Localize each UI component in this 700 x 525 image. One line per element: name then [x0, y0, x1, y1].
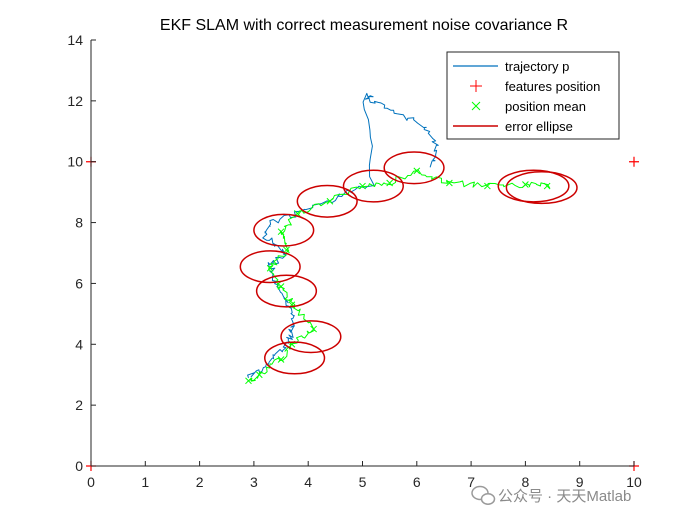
- x-tick-label: 5: [359, 474, 367, 490]
- error-ellipse: [253, 213, 315, 247]
- x-tick-label: 0: [87, 474, 95, 490]
- x-tick-label: 8: [522, 474, 530, 490]
- feature-marker: [629, 156, 639, 167]
- position-mean-marker: [543, 182, 551, 190]
- y-tick-label: 0: [75, 458, 83, 474]
- position-mean-marker: [326, 197, 334, 205]
- position-mean-marker: [359, 182, 366, 190]
- position-mean-marker: [255, 371, 263, 379]
- y-tick-label: 12: [67, 93, 83, 109]
- legend-label-features: features position: [505, 79, 600, 94]
- plot-area: [86, 92, 639, 471]
- position-mean-marker: [522, 181, 529, 188]
- position-mean-marker: [413, 167, 421, 175]
- legend-label-trajectory: trajectory p: [505, 59, 569, 74]
- x-tick-label: 2: [196, 474, 204, 490]
- y-tick-label: 8: [75, 215, 83, 231]
- x-tick-label: 10: [626, 474, 642, 490]
- position-mean-marker: [283, 246, 290, 254]
- error-ellipse: [264, 341, 326, 375]
- watermark-text: 公众号 · 天天Matlab: [498, 488, 631, 505]
- legend-label-ellipse: error ellipse: [505, 119, 573, 134]
- position-mean-line: [248, 169, 551, 382]
- error-ellipse: [505, 171, 578, 205]
- watermark: 公众号 · 天天Matlab: [471, 485, 631, 505]
- x-tick-label: 4: [304, 474, 312, 490]
- legend: trajectory p features position position …: [446, 51, 620, 140]
- error-ellipse: [383, 151, 445, 185]
- x-tick-label: 1: [141, 474, 149, 490]
- position-mean-marker: [277, 283, 285, 290]
- x-tick-label: 6: [413, 474, 421, 490]
- position-mean-marker: [266, 264, 274, 272]
- chart-title: EKF SLAM with correct measurement noise …: [160, 17, 568, 34]
- error-ellipse: [497, 169, 570, 203]
- error-ellipse: [342, 169, 404, 203]
- y-tick-label: 14: [67, 32, 83, 48]
- y-tick-label: 4: [75, 336, 83, 352]
- position-mean-marker: [310, 325, 317, 333]
- x-tick-label: 7: [467, 474, 475, 490]
- wechat-icon: [471, 485, 496, 505]
- legend-label-mean: position mean: [505, 99, 586, 114]
- x-tick-label: 9: [576, 474, 584, 490]
- x-tick-label: 3: [250, 474, 258, 490]
- position-mean-marker: [277, 228, 285, 236]
- error-ellipse: [239, 250, 301, 284]
- error-ellipse: [296, 184, 358, 218]
- position-mean-marker: [245, 377, 252, 385]
- y-tick-label: 2: [75, 397, 83, 413]
- position-mean-marker: [277, 356, 285, 363]
- error-ellipse: [280, 320, 342, 354]
- trajectory-line: [247, 92, 439, 378]
- position-mean-marker: [446, 179, 453, 187]
- position-mean-marker: [386, 179, 394, 187]
- legend-swatch-features: [470, 80, 482, 92]
- legend-swatch-mean: [471, 101, 481, 111]
- y-tick-label: 6: [75, 275, 83, 291]
- y-tick-label: 10: [67, 154, 83, 170]
- position-mean-marker: [484, 182, 491, 190]
- error-ellipse: [255, 274, 318, 308]
